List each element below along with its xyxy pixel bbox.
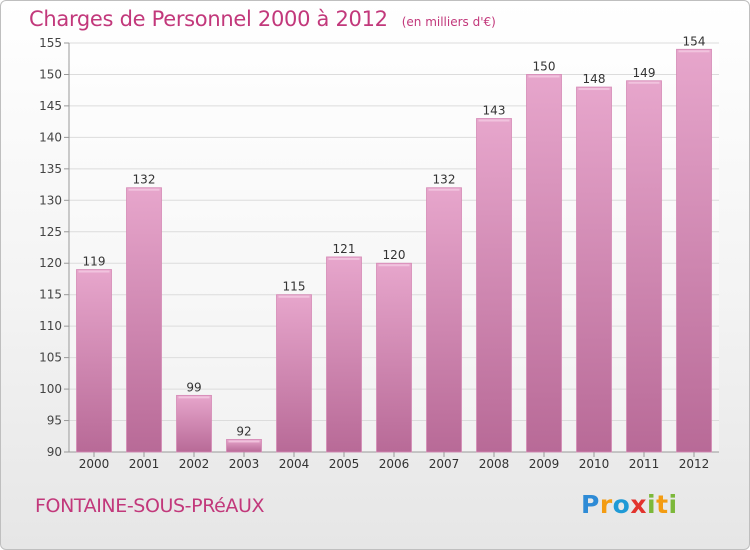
bar-value-label: 132 [433, 173, 456, 187]
bar [526, 74, 562, 453]
y-tick-label: 155 [39, 36, 62, 50]
bar-highlight [328, 257, 360, 260]
bar-highlight [628, 81, 660, 84]
bar-value-label: 149 [633, 66, 656, 80]
y-tick-label: 105 [39, 351, 62, 365]
bar-highlight [528, 75, 560, 78]
bar [426, 187, 462, 453]
x-tick-label: 2001 [129, 457, 160, 471]
bar-value-label: 148 [583, 72, 606, 86]
logo-letter: o [612, 490, 631, 519]
bar [476, 118, 512, 453]
bar-highlight [378, 264, 410, 267]
bar-value-label: 154 [683, 34, 706, 48]
x-tick-label: 2012 [679, 457, 710, 471]
logo-letter: t [656, 490, 669, 519]
x-tick-label: 2000 [79, 457, 110, 471]
y-tick-label: 150 [39, 67, 62, 81]
bar [126, 187, 162, 453]
y-tick-label: 135 [39, 162, 62, 176]
y-tick-label: 145 [39, 99, 62, 113]
title-row: Charges de Personnel 2000 à 2012 (en mil… [29, 7, 496, 31]
bar-highlight [78, 270, 110, 273]
x-tick-label: 2004 [279, 457, 310, 471]
place-name: FONTAINE-SOUS-PRéAUX [35, 495, 265, 517]
bar-value-label: 119 [83, 255, 106, 269]
bar [176, 394, 212, 453]
logo-letter: i [647, 490, 657, 519]
bar [326, 256, 362, 453]
x-tick-label: 2011 [629, 457, 660, 471]
y-tick-label: 100 [39, 382, 62, 396]
y-tick-label: 130 [39, 193, 62, 207]
bar-value-label: 115 [283, 280, 306, 294]
bar-highlight [128, 188, 160, 191]
y-tick-label: 90 [47, 445, 62, 459]
bar [276, 294, 312, 453]
bar-value-label: 143 [483, 104, 506, 118]
bar [626, 80, 662, 453]
bar-highlight [228, 440, 260, 443]
x-tick-label: 2006 [379, 457, 410, 471]
bar-chart: 90 95 100 105 110 115 120 125 130 135 140 145 150 155… [39, 34, 719, 471]
bar-highlight [478, 119, 510, 122]
logo-letter: P [581, 490, 600, 519]
bar-value-label: 132 [133, 173, 156, 187]
y-tick-label: 110 [39, 319, 62, 333]
logo-letter: x [630, 490, 647, 519]
bar-highlight [178, 396, 210, 399]
bar-highlight [428, 188, 460, 191]
logo-letter: r [599, 490, 613, 519]
x-tick-label: 2005 [329, 457, 360, 471]
x-tick-label: 2003 [229, 457, 260, 471]
x-tick-label: 2007 [429, 457, 460, 471]
y-tick-label: 120 [39, 256, 62, 270]
bar-highlight [278, 295, 310, 298]
x-tick-label: 2010 [579, 457, 610, 471]
bar-value-label: 120 [383, 248, 406, 262]
y-tick-label: 95 [47, 414, 62, 428]
proxiti-logo[interactable]: Proxiti [581, 490, 678, 519]
bar-value-label: 99 [186, 380, 201, 394]
x-tick-label: 2009 [529, 457, 560, 471]
y-tick-label: 125 [39, 225, 62, 239]
bar [76, 269, 112, 453]
bar-value-label: 121 [333, 242, 356, 256]
x-tick-label: 2008 [479, 457, 510, 471]
bar-value-label: 150 [533, 59, 556, 73]
chart-title: Charges de Personnel 2000 à 2012 [29, 7, 388, 31]
bar-value-label: 92 [236, 424, 251, 438]
chart-subtitle: (en milliers d'€) [401, 15, 496, 29]
bar [676, 48, 712, 453]
bar [576, 86, 612, 453]
bar-highlight [678, 50, 710, 53]
bar-highlight [578, 88, 610, 91]
bar [376, 262, 412, 453]
x-tick-label: 2002 [179, 457, 210, 471]
y-tick-label: 140 [39, 130, 62, 144]
y-tick-label: 115 [39, 288, 62, 302]
logo-letter: i [668, 490, 678, 519]
